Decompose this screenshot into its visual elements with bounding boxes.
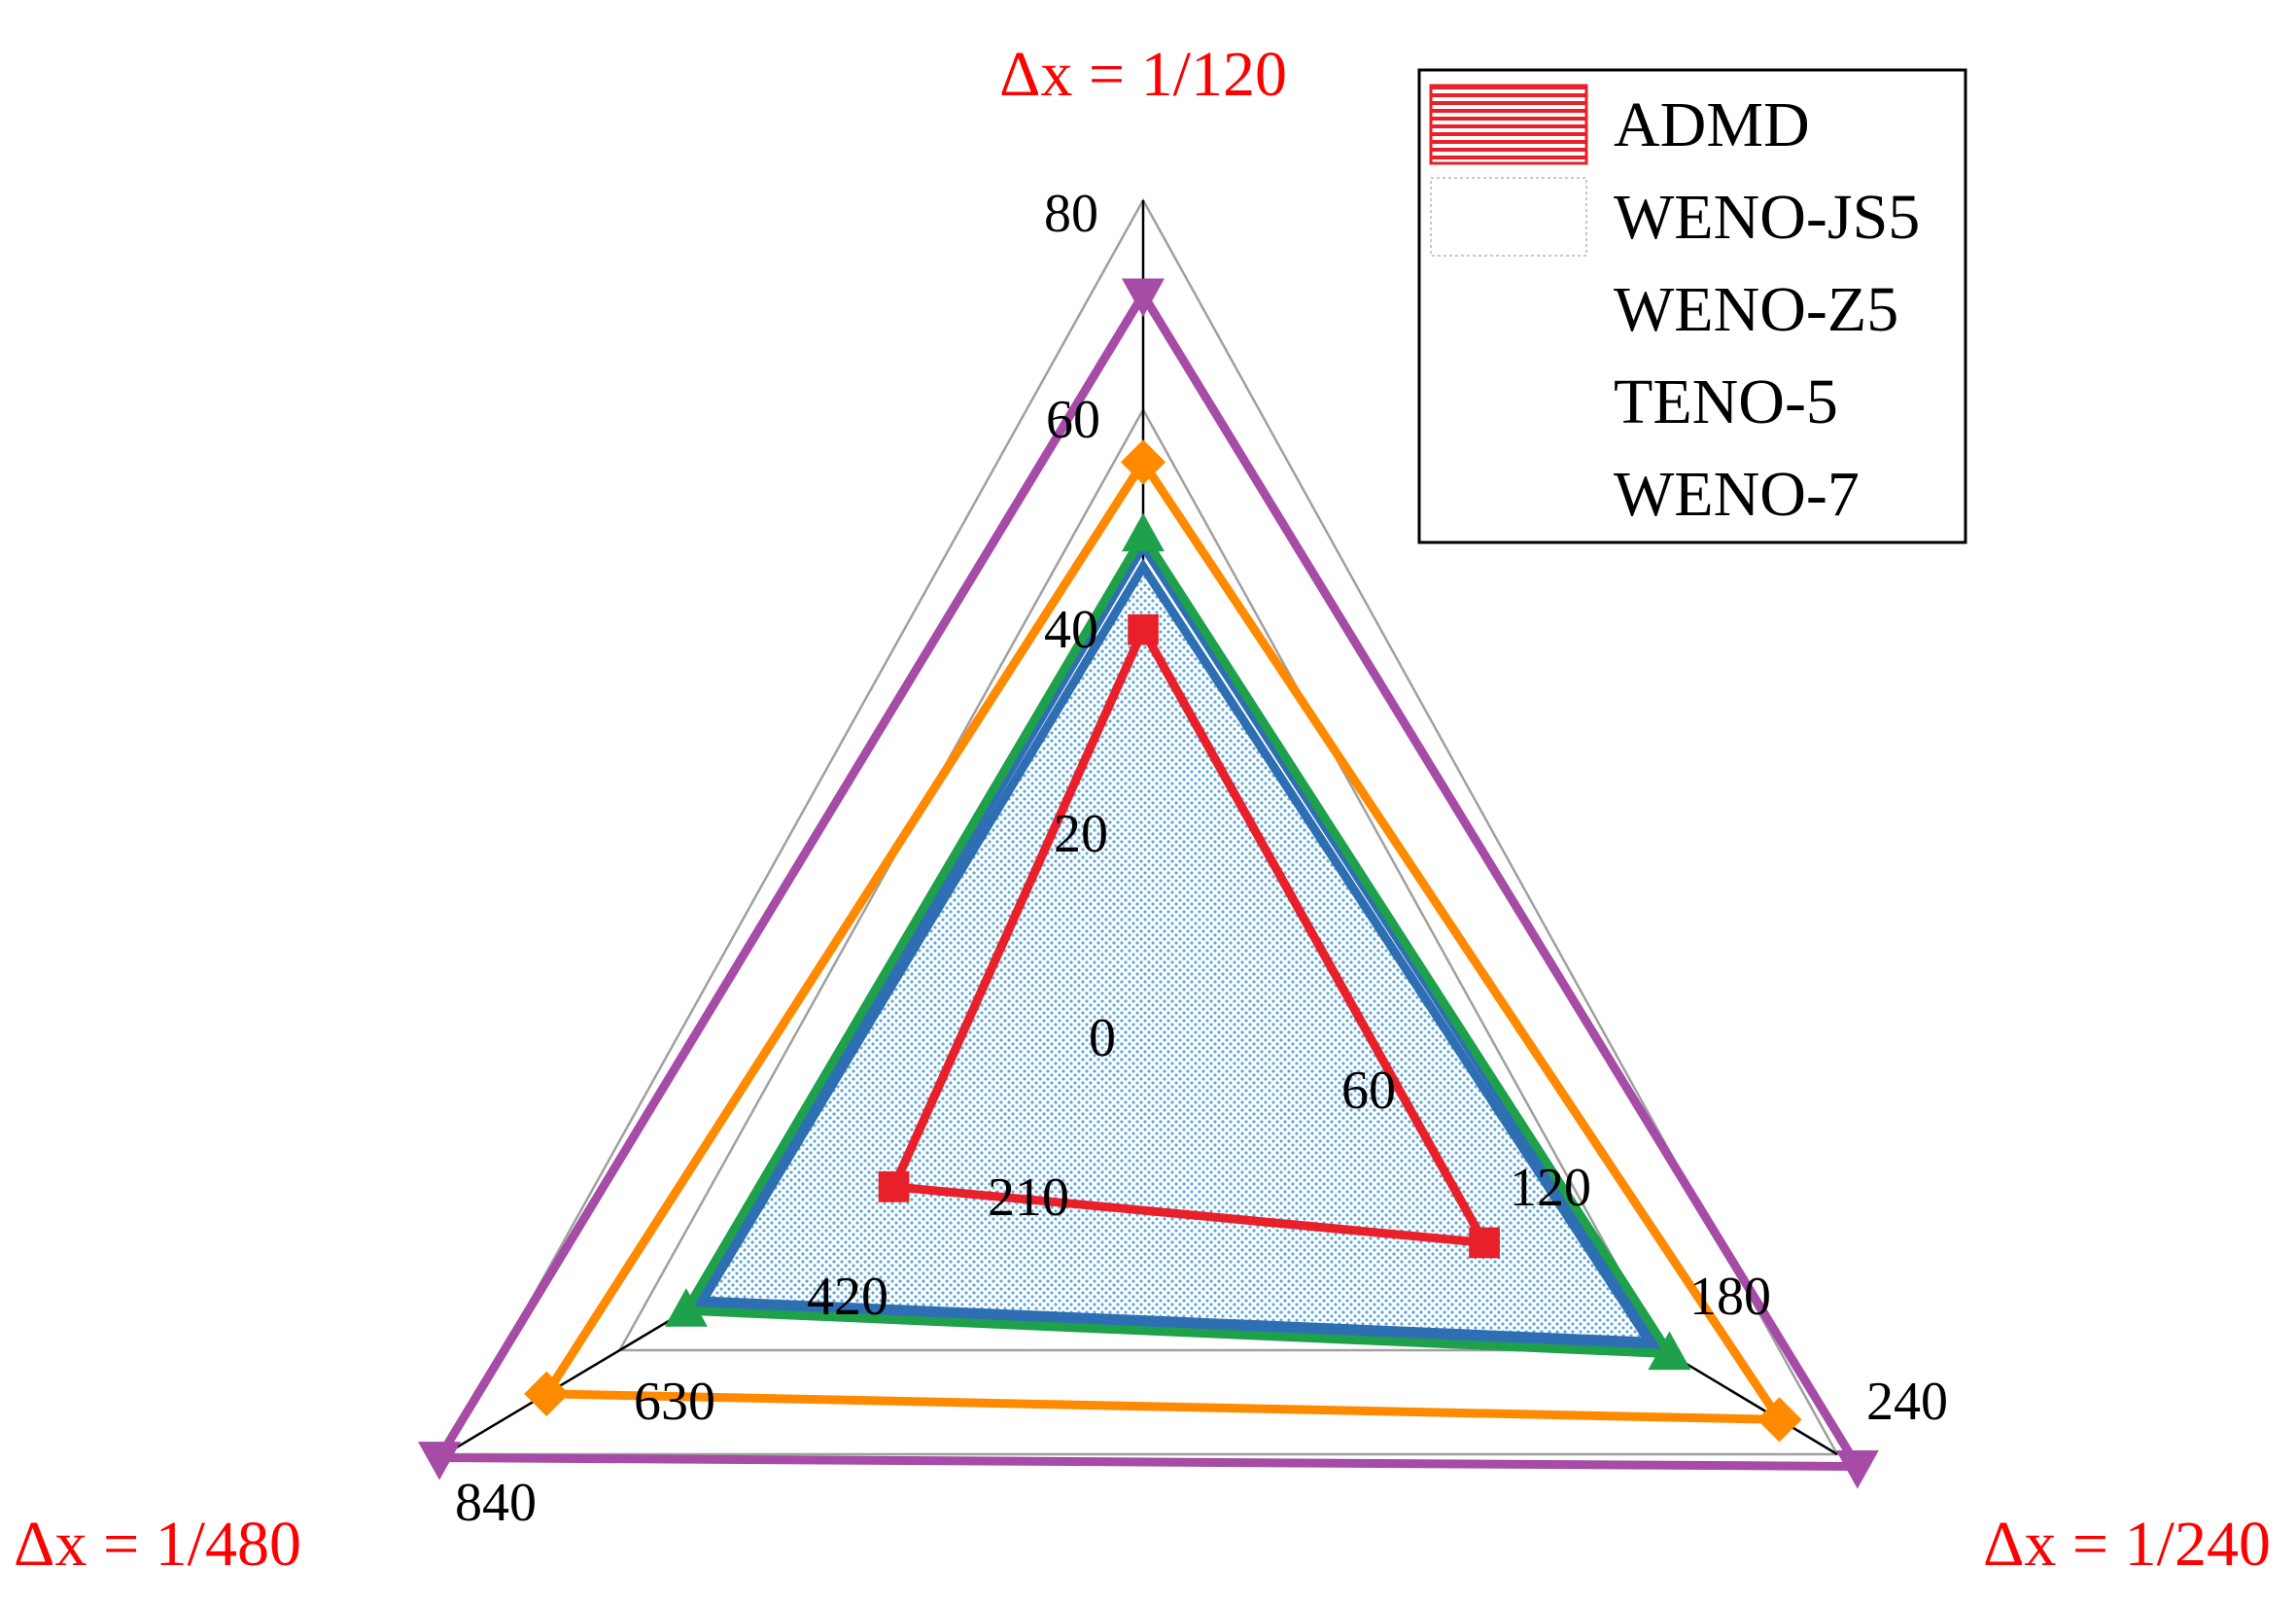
series-line-4 bbox=[678, 527, 1678, 1359]
series-line-6 bbox=[432, 286, 1865, 1472]
tick-labels: 0 20 40 60 80 60 120 180 240 210 420 630 840 bbox=[455, 184, 1948, 1533]
series-6-marker-2 bbox=[1835, 1449, 1879, 1489]
tick-label-axis3-0: 210 bbox=[988, 1167, 1069, 1228]
axis-title-1: Δx = 1/120 bbox=[999, 39, 1287, 110]
legend-label-2: WENO-JS5 bbox=[1614, 182, 1920, 253]
legend-swatch-2 bbox=[1430, 177, 1587, 257]
tick-label-axis1-4: 80 bbox=[1044, 184, 1098, 244]
series-line-2 bbox=[695, 558, 1658, 1346]
axis-titles: Δx = 1/120 Δx = 1/240 Δx = 1/480 bbox=[14, 39, 2271, 1580]
series-5-marker-2 bbox=[1757, 1397, 1802, 1443]
tick-label-axis1-0: 0 bbox=[1089, 1008, 1116, 1068]
legend-label-5: WENO-7 bbox=[1614, 459, 1860, 530]
legend-swatch-1 bbox=[1429, 84, 1588, 165]
series-lines bbox=[418, 278, 1879, 1489]
series-6-marker-1 bbox=[1122, 278, 1165, 318]
series-4-marker-3 bbox=[664, 1288, 708, 1327]
tick-label-axis2-3: 240 bbox=[1866, 1372, 1948, 1432]
series-4-marker-2 bbox=[1648, 1331, 1691, 1371]
tick-label-axis2-2: 180 bbox=[1689, 1267, 1771, 1327]
tick-label-axis1-3: 60 bbox=[1046, 390, 1100, 450]
series-line-1 bbox=[887, 619, 1493, 1248]
tick-label-axis3-2: 630 bbox=[634, 1372, 715, 1432]
tick-label-axis3-1: 420 bbox=[807, 1267, 888, 1327]
series-line-5 bbox=[539, 454, 1789, 1425]
tick-label-axis2-0: 60 bbox=[1341, 1061, 1396, 1121]
grid-ring-3 bbox=[617, 406, 1666, 1352]
series-6-marker-3 bbox=[418, 1442, 462, 1480]
tick-label-axis1-1: 20 bbox=[1054, 804, 1108, 864]
grid-ring-4 bbox=[442, 197, 1840, 1456]
axis-title-2: Δx = 1/240 bbox=[1983, 1509, 2271, 1580]
legend-label-4: TENO-5 bbox=[1614, 366, 1838, 437]
tick-label-axis3-3: 840 bbox=[455, 1473, 537, 1533]
series-1-marker-3 bbox=[878, 1171, 910, 1202]
series-fill-2 bbox=[702, 567, 1650, 1342]
series-5-marker-1 bbox=[1120, 439, 1166, 485]
legend: ADMD WENO-JS5 WENO-Z5 TENO-5 WENO-7 bbox=[1417, 68, 1967, 544]
tick-label-axis2-1: 120 bbox=[1510, 1158, 1591, 1218]
axis-title-3: Δx = 1/480 bbox=[14, 1509, 301, 1580]
legend-label-1: ADMD bbox=[1614, 89, 1810, 160]
series-4-marker-1 bbox=[1122, 512, 1165, 552]
series-fills bbox=[702, 567, 1650, 1342]
series-1-marker-2 bbox=[1469, 1227, 1500, 1259]
tick-label-axis1-2: 40 bbox=[1044, 600, 1098, 660]
legend-label-3: WENO-Z5 bbox=[1614, 274, 1898, 345]
series-1-marker-1 bbox=[1128, 613, 1159, 645]
series-5-marker-3 bbox=[524, 1371, 570, 1416]
